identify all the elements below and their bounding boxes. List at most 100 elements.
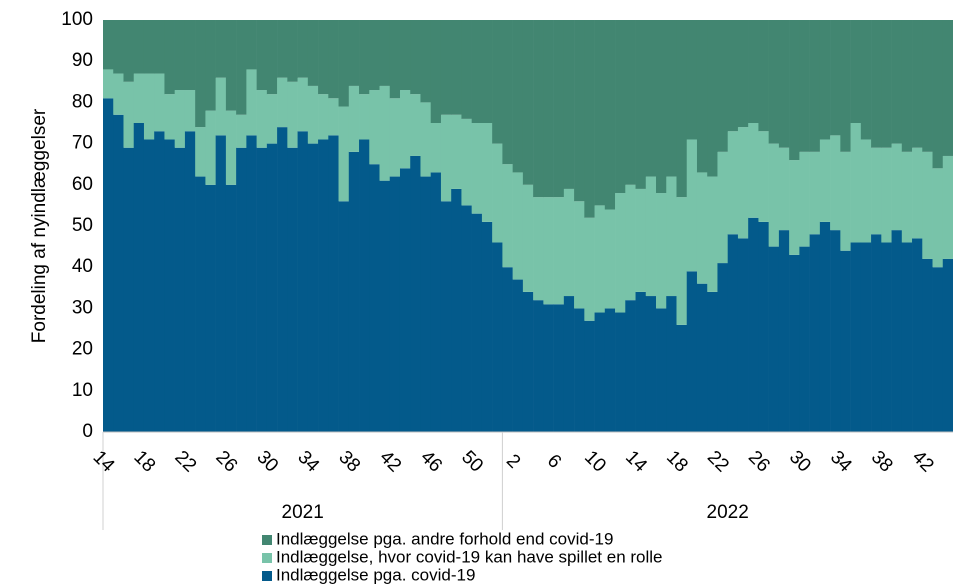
- bar-segment: [461, 205, 472, 432]
- bar-segment: [512, 20, 524, 173]
- bar-segment: [359, 139, 370, 433]
- bar-segment: [522, 184, 534, 292]
- bar-segment: [277, 77, 288, 128]
- bar-segment: [553, 197, 565, 305]
- bar-segment: [307, 20, 319, 86]
- bar-segment: [809, 151, 821, 235]
- bar-segment: [236, 114, 247, 148]
- bar-segment: [399, 20, 411, 91]
- bar-segment: [307, 143, 319, 432]
- x-tick-label: 2: [502, 450, 524, 472]
- bar-segment: [103, 98, 114, 432]
- bar-segment: [318, 20, 329, 95]
- bar-segment: [256, 90, 268, 148]
- bar-segment: [543, 304, 554, 432]
- bar-segment: [840, 250, 851, 432]
- bar-segment: [696, 20, 708, 173]
- bar-segment: [881, 20, 892, 148]
- bar-segment: [410, 20, 421, 95]
- bar-segment: [359, 94, 370, 140]
- bar-segment: [912, 147, 923, 239]
- bar-segment: [604, 20, 616, 210]
- bar-segment: [645, 296, 657, 432]
- bar-segment: [666, 176, 677, 297]
- bar-segment: [942, 20, 953, 156]
- x-tick-label: 6: [543, 450, 565, 472]
- bar-segment: [492, 242, 503, 432]
- bar-segment: [113, 114, 124, 432]
- y-tick-label: 0: [82, 421, 93, 442]
- bar-segment: [912, 238, 923, 432]
- bar-segment: [522, 20, 534, 185]
- bar-segment: [686, 20, 698, 140]
- bar-segment: [471, 123, 483, 214]
- bar-segment: [871, 20, 882, 148]
- bar-segment: [143, 139, 155, 433]
- bar-segment: [481, 20, 493, 123]
- bar-segment: [399, 90, 411, 169]
- bar-segment: [666, 20, 677, 177]
- bar-segment: [369, 90, 380, 165]
- bar-segment: [696, 283, 708, 432]
- bar-segment: [430, 172, 442, 432]
- bar-segment: [297, 131, 309, 433]
- bar-segment: [256, 20, 268, 91]
- bar-segment: [133, 73, 145, 123]
- bar-segment: [184, 90, 196, 132]
- bar-segment: [348, 20, 360, 86]
- bar-segment: [645, 176, 657, 297]
- bar-segment: [717, 151, 728, 264]
- bar-segment: [615, 312, 626, 432]
- bar-segment: [481, 123, 493, 222]
- bar-segment: [666, 296, 677, 432]
- bar-segment: [420, 20, 432, 103]
- x-tick-label: 30: [252, 447, 282, 477]
- bar-segment: [768, 20, 780, 144]
- bar-segment: [328, 20, 339, 99]
- bar-segment: [113, 73, 124, 115]
- bar-segment: [205, 20, 216, 111]
- bar-segment: [287, 81, 298, 148]
- bar-segment: [430, 20, 442, 123]
- bar-segment: [594, 312, 606, 432]
- bar-segment: [389, 176, 401, 432]
- x-tick-label: 14: [89, 447, 119, 477]
- bar-segment: [635, 291, 647, 432]
- x-tick-label: 42: [375, 447, 405, 477]
- bar-segment: [502, 20, 513, 165]
- bar-segment: [348, 85, 360, 152]
- bar-segment: [799, 246, 810, 432]
- bar-segment: [932, 20, 944, 169]
- bar-segment: [369, 164, 380, 432]
- bar-segment: [123, 147, 135, 432]
- bar-segment: [707, 176, 718, 292]
- bar-segment: [225, 184, 237, 432]
- bar-segment: [359, 20, 370, 95]
- bar-segment: [328, 135, 339, 433]
- bar-segment: [615, 193, 626, 313]
- bar-segment: [737, 238, 749, 432]
- bar-segment: [492, 143, 503, 243]
- y-tick-label: 60: [72, 174, 93, 195]
- bar-segment: [717, 20, 728, 152]
- x-tick-label: 38: [334, 447, 364, 477]
- bar-segment: [174, 147, 186, 432]
- bar-segment: [103, 69, 114, 99]
- bar-segment: [932, 267, 944, 432]
- bar-segment: [768, 143, 780, 247]
- bar-segment: [277, 20, 288, 78]
- bar-segment: [830, 230, 841, 432]
- bar-segment: [451, 114, 462, 189]
- bar-segment: [625, 20, 636, 185]
- bar-segment: [143, 20, 155, 74]
- bar-segment: [266, 94, 278, 144]
- bar-segment: [942, 258, 953, 432]
- bar-segment: [789, 20, 800, 161]
- bar-segment: [840, 151, 851, 251]
- bar-segment: [338, 201, 350, 432]
- bar-segment: [860, 139, 872, 243]
- y-tick-label: 70: [72, 133, 93, 154]
- bar-segment: [379, 180, 391, 432]
- bar-segment: [328, 98, 339, 136]
- bar-segment: [205, 110, 216, 185]
